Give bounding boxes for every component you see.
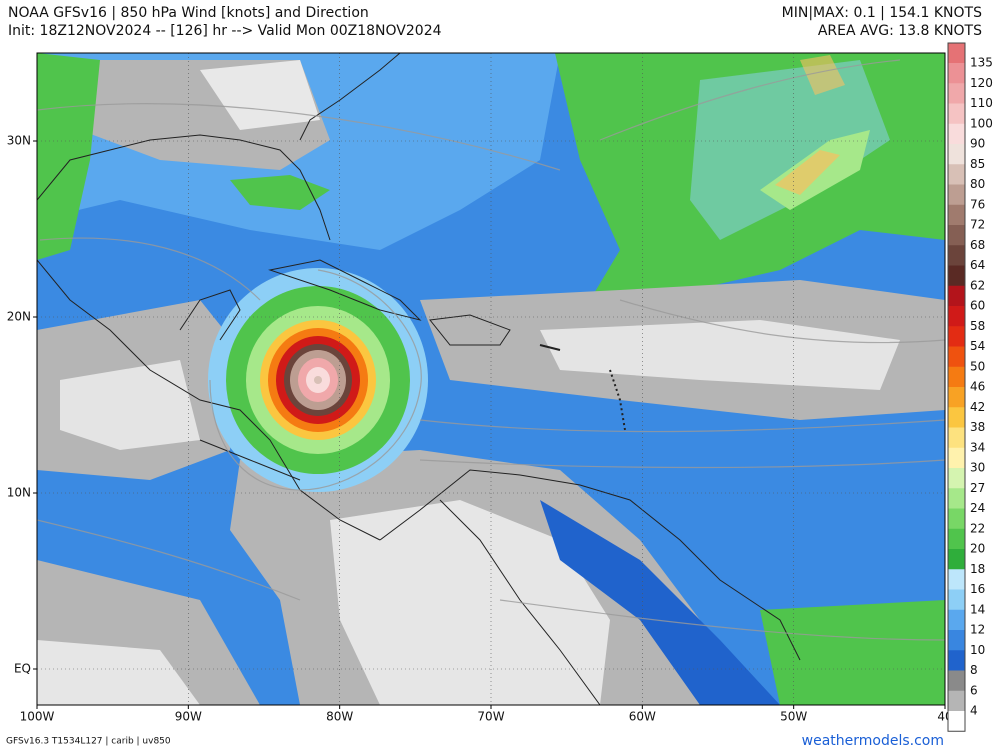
colorbar-swatch xyxy=(948,589,965,611)
colorbar-swatch xyxy=(948,164,965,185)
colorbar-label: 6 xyxy=(970,683,978,697)
stats: MIN|MAX: 0.1 | 154.1 KNOTS xyxy=(782,5,982,21)
colorbar-swatch xyxy=(948,245,965,266)
subtitle: Init: 18Z12NOV2024 -- [126] hr --> Valid… xyxy=(8,23,442,39)
colorbar-label: 27 xyxy=(970,481,985,495)
colorbar-label: 4 xyxy=(970,704,978,718)
map-field xyxy=(37,53,945,705)
colorbar-swatch xyxy=(948,670,965,692)
colorbar-swatch xyxy=(948,690,965,712)
colorbar-swatch xyxy=(948,83,965,104)
colorbar-swatch xyxy=(948,285,965,307)
colorbar-label: 68 xyxy=(970,238,985,252)
colorbar-label: 10 xyxy=(970,643,985,657)
colorbar-label: 30 xyxy=(970,461,985,475)
colorbar-swatch xyxy=(948,265,965,287)
colorbar-label: 14 xyxy=(970,602,985,616)
colorbar-label: 46 xyxy=(970,380,985,394)
colorbar-label: 62 xyxy=(970,278,985,292)
colorbar-swatch xyxy=(948,569,965,590)
colorbar-swatch xyxy=(948,326,965,347)
colorbar-label: 120 xyxy=(970,76,993,90)
colorbar-label: 72 xyxy=(970,218,985,232)
colorbar-swatch xyxy=(948,184,965,206)
colorbar-swatch xyxy=(948,63,965,84)
colorbar-label: 90 xyxy=(970,137,985,151)
lon-label: 50W xyxy=(780,710,807,724)
colorbar-swatch xyxy=(948,144,965,165)
colorbar-swatch xyxy=(948,346,965,368)
lon-label: 70W xyxy=(477,710,504,724)
colorbar-label: 54 xyxy=(970,339,985,353)
colorbar-label: 58 xyxy=(970,319,985,333)
colorbar-top xyxy=(948,43,965,63)
colorbar-swatch xyxy=(948,387,965,408)
lat-label: 20N xyxy=(7,310,31,324)
colorbar-label: 100 xyxy=(970,116,993,130)
colorbar-label: 18 xyxy=(970,562,985,576)
colorbar-label: 38 xyxy=(970,420,985,434)
model-info: GFSv16.3 T1534L127 | carib | uv850 xyxy=(6,737,171,747)
site: weathermodels.com xyxy=(802,733,944,749)
colorbar-swatch xyxy=(948,447,965,469)
colorbar-swatch xyxy=(948,711,965,732)
colorbar-label: 12 xyxy=(970,623,985,637)
lon-label: 100W xyxy=(20,710,55,724)
colorbar-label: 8 xyxy=(970,663,978,677)
area-average: AREA AVG: 13.8 KNOTS xyxy=(818,23,982,39)
colorbar-swatch xyxy=(948,366,965,388)
colorbar-swatch xyxy=(948,488,965,509)
colorbar-label: 22 xyxy=(970,521,985,535)
colorbar-swatch xyxy=(948,650,965,671)
colorbar-label: 110 xyxy=(970,96,993,110)
colorbar-label: 16 xyxy=(970,582,985,596)
colorbar-swatch xyxy=(948,306,965,327)
colorbar-swatch xyxy=(948,427,965,449)
streamlines xyxy=(37,59,945,641)
colorbar-swatch xyxy=(948,204,965,226)
colorbar-swatch xyxy=(948,225,965,246)
colorbar-label: 24 xyxy=(970,501,985,515)
colorbar-label: 50 xyxy=(970,359,985,373)
colorbar-label: 85 xyxy=(970,157,985,171)
colorbar-label: 135 xyxy=(970,56,993,70)
hurricane xyxy=(208,268,428,492)
colorbar-label: 20 xyxy=(970,542,985,556)
colorbar-label: 76 xyxy=(970,197,985,211)
lat-label: 30N xyxy=(7,134,31,148)
lat-label: EQ xyxy=(14,662,31,676)
colorbar-swatch xyxy=(948,123,965,145)
lon-label: 80W xyxy=(326,710,353,724)
lon-label: 90W xyxy=(175,710,202,724)
title: NOAA GFSv16 | 850 hPa Wind [knots] and D… xyxy=(8,5,369,21)
colorbar-swatch xyxy=(948,549,965,570)
colorbar-label: 42 xyxy=(970,400,985,414)
colorbar-label: 80 xyxy=(970,177,985,191)
colorbar-swatch xyxy=(948,407,965,428)
coastlines xyxy=(37,53,801,705)
lat-label: 10N xyxy=(7,486,31,500)
lon-label: 60W xyxy=(629,710,656,724)
colorbar-swatch xyxy=(948,630,965,651)
colorbar-swatch xyxy=(948,468,965,489)
colorbar-swatch xyxy=(948,508,965,530)
colorbar-swatch xyxy=(948,609,965,631)
graticule xyxy=(37,53,945,705)
colorbar-label: 60 xyxy=(970,299,985,313)
colorbar-swatch xyxy=(948,528,965,550)
colorbar-label: 34 xyxy=(970,440,985,454)
colorbar-label: 64 xyxy=(970,258,985,272)
colorbar-frame xyxy=(947,42,966,732)
colorbar-swatch xyxy=(948,103,965,125)
